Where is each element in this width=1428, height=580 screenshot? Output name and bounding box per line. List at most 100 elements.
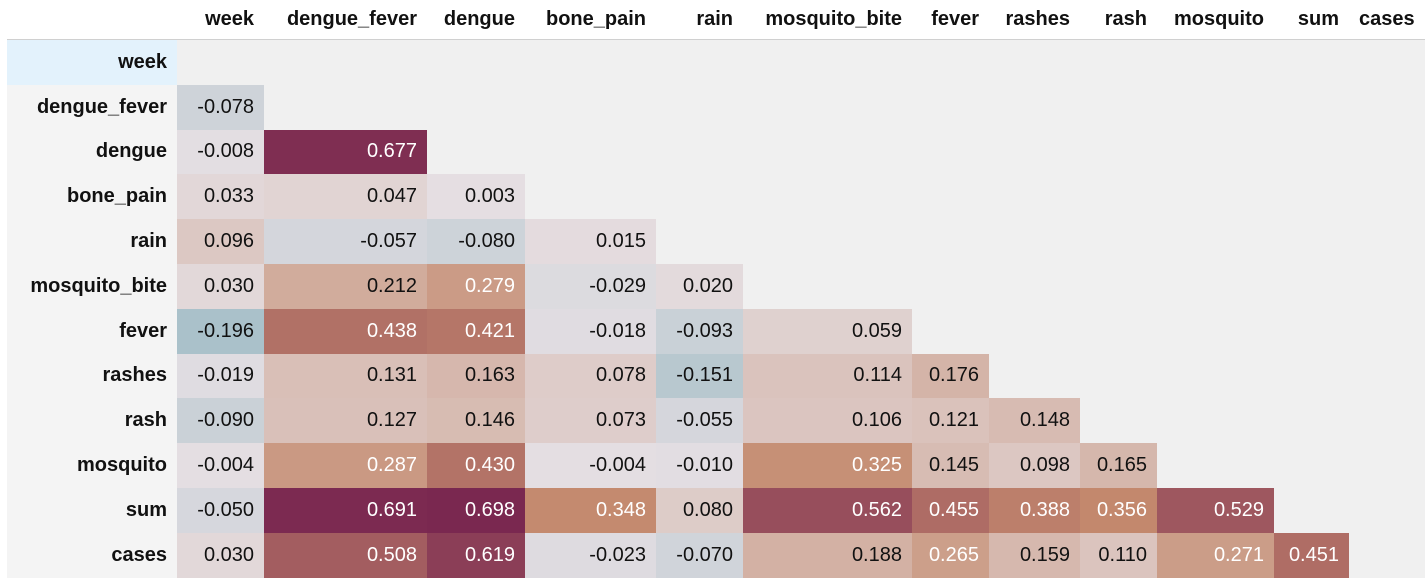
correlation-cell: 0.030 — [177, 263, 264, 309]
correlation-cell: 0.121 — [912, 398, 989, 444]
empty-cell — [525, 84, 656, 130]
empty-cell — [1080, 353, 1157, 399]
column-header-dengue: dengue — [427, 0, 525, 40]
empty-cell — [1157, 39, 1274, 85]
empty-cell — [1274, 39, 1349, 85]
correlation-cell: 0.003 — [427, 174, 525, 220]
correlation-cell: 0.020 — [656, 263, 743, 309]
empty-cell — [1349, 308, 1425, 354]
correlation-matrix-table: week dengue_fever dengue bone_pain rain mosqu… — [7, 0, 1425, 578]
empty-cell — [743, 263, 912, 309]
correlation-cell: -0.019 — [177, 353, 264, 399]
correlation-cell: 0.188 — [743, 532, 912, 578]
correlation-cell: 0.430 — [427, 443, 525, 488]
empty-cell — [743, 219, 912, 264]
empty-cell — [1080, 84, 1157, 130]
empty-cell — [656, 174, 743, 220]
empty-cell — [912, 39, 989, 85]
empty-cell — [1349, 129, 1425, 175]
empty-cell — [1349, 353, 1425, 399]
empty-cell — [525, 39, 656, 85]
table-row: rashes -0.019 0.131 0.163 0.078 -0.151 0.114 0.… — [7, 353, 1425, 399]
corner-header-cell — [7, 0, 177, 40]
empty-cell — [1274, 84, 1349, 130]
correlation-cell: 0.114 — [743, 353, 912, 399]
empty-cell — [1274, 308, 1349, 354]
empty-cell — [427, 39, 525, 85]
empty-cell — [1080, 174, 1157, 220]
row-header-sum: sum — [7, 487, 177, 533]
correlation-cell: 0.698 — [427, 487, 525, 533]
row-header-mosquito: mosquito — [7, 443, 177, 488]
column-header-sum: sum — [1274, 0, 1349, 40]
correlation-cell: 0.279 — [427, 263, 525, 309]
empty-cell — [656, 129, 743, 175]
row-header-mosquito-bite: mosquito_bite — [7, 263, 177, 309]
correlation-cell: 0.165 — [1080, 443, 1157, 488]
correlation-cell: 0.078 — [525, 353, 656, 399]
empty-cell — [743, 84, 912, 130]
correlation-cell: 0.030 — [177, 532, 264, 578]
row-header-rain: rain — [7, 219, 177, 264]
empty-cell — [1080, 263, 1157, 309]
correlation-cell: -0.090 — [177, 398, 264, 444]
empty-cell — [1274, 174, 1349, 220]
empty-cell — [989, 263, 1080, 309]
empty-cell — [912, 308, 989, 354]
empty-cell — [177, 39, 264, 85]
correlation-cell: 0.356 — [1080, 487, 1157, 533]
row-header-bone-pain: bone_pain — [7, 174, 177, 220]
empty-cell — [1349, 263, 1425, 309]
empty-cell — [1080, 308, 1157, 354]
correlation-cell: 0.033 — [177, 174, 264, 220]
empty-cell — [1274, 487, 1349, 533]
table-row: mosquito -0.004 0.287 0.430 -0.004 -0.010 0.32… — [7, 443, 1425, 488]
column-header-rash: rash — [1080, 0, 1157, 40]
correlation-cell: 0.348 — [525, 487, 656, 533]
correlation-cell: 0.508 — [264, 532, 427, 578]
correlation-cell: 0.287 — [264, 443, 427, 488]
correlation-cell: -0.093 — [656, 308, 743, 354]
correlation-cell: -0.010 — [656, 443, 743, 488]
empty-cell — [1349, 398, 1425, 444]
empty-cell — [1157, 219, 1274, 264]
empty-cell — [1080, 398, 1157, 444]
empty-cell — [989, 129, 1080, 175]
empty-cell — [989, 353, 1080, 399]
row-header-rashes: rashes — [7, 353, 177, 399]
row-header-cases: cases — [7, 532, 177, 578]
table-row: fever -0.196 0.438 0.421 -0.018 -0.093 0.059 — [7, 308, 1425, 354]
correlation-cell: 0.421 — [427, 308, 525, 354]
empty-cell — [989, 84, 1080, 130]
empty-cell — [989, 39, 1080, 85]
correlation-cell: -0.057 — [264, 219, 427, 264]
column-header-cases: cases — [1349, 0, 1425, 40]
table-row: dengue -0.008 0.677 — [7, 129, 1425, 175]
empty-cell — [1157, 443, 1274, 488]
empty-cell — [912, 84, 989, 130]
empty-cell — [1080, 219, 1157, 264]
correlation-cell: -0.196 — [177, 308, 264, 354]
correlation-cell: 0.163 — [427, 353, 525, 399]
empty-cell — [656, 84, 743, 130]
empty-cell — [1274, 398, 1349, 444]
table-row: dengue_fever -0.078 — [7, 84, 1425, 130]
column-header-mosquito-bite: mosquito_bite — [743, 0, 912, 40]
empty-cell — [1157, 174, 1274, 220]
correlation-cell: 0.438 — [264, 308, 427, 354]
correlation-cell: -0.004 — [525, 443, 656, 488]
correlation-cell: -0.018 — [525, 308, 656, 354]
correlation-cell: 0.455 — [912, 487, 989, 533]
row-header-week: week — [7, 39, 177, 85]
empty-cell — [1349, 487, 1425, 533]
empty-cell — [743, 129, 912, 175]
row-header-dengue: dengue — [7, 129, 177, 175]
empty-cell — [989, 219, 1080, 264]
empty-cell — [1349, 532, 1425, 578]
empty-cell — [1349, 39, 1425, 85]
correlation-cell: 0.059 — [743, 308, 912, 354]
correlation-cell: 0.080 — [656, 487, 743, 533]
empty-cell — [743, 174, 912, 220]
correlation-cell: -0.080 — [427, 219, 525, 264]
column-header-mosquito: mosquito — [1157, 0, 1274, 40]
